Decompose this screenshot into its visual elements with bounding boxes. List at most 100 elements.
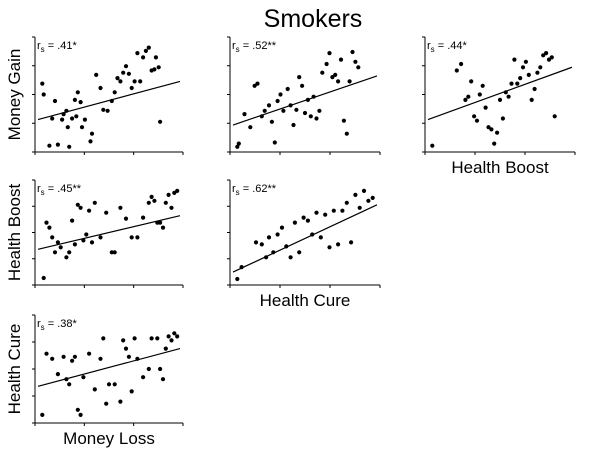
data-point: [61, 354, 66, 359]
data-point: [44, 351, 49, 356]
data-point: [269, 119, 274, 124]
data-point: [235, 276, 240, 282]
regression-line: [37, 80, 181, 121]
data-point: [52, 250, 58, 255]
scatter-panel-p22: rs = .62** Health Cure: [227, 179, 381, 310]
data-point: [41, 92, 46, 97]
data-point: [87, 208, 92, 213]
correlation-symbol: r: [427, 40, 431, 52]
data-point: [105, 108, 110, 113]
figure-title: Smokers: [264, 5, 363, 33]
data-point: [459, 61, 464, 67]
data-point: [350, 49, 355, 55]
data-point: [314, 210, 319, 215]
correlation-value: = .62**: [240, 183, 277, 195]
data-point: [518, 76, 523, 81]
data-point: [255, 81, 260, 86]
data-point: [336, 242, 341, 247]
data-point: [361, 188, 367, 193]
data-point: [477, 92, 482, 97]
data-point: [55, 142, 61, 147]
data-point: [50, 356, 55, 361]
correlation-label: rs = .41*: [37, 40, 77, 54]
correlation-symbol: r: [232, 40, 236, 52]
data-point: [430, 143, 435, 148]
data-point: [472, 114, 477, 119]
regression-line: [232, 75, 378, 126]
data-point: [285, 86, 290, 92]
data-point: [336, 79, 341, 84]
regression-line: [37, 348, 181, 387]
data-point: [106, 382, 112, 387]
data-point: [72, 242, 77, 247]
data-point: [82, 117, 87, 122]
data-point: [236, 141, 241, 146]
data-point: [98, 356, 103, 361]
data-point: [297, 250, 302, 255]
data-point: [149, 194, 154, 199]
data-point: [101, 107, 106, 112]
data-point: [317, 108, 322, 113]
data-point: [235, 144, 240, 149]
data-point: [301, 215, 306, 220]
data-point: [149, 336, 154, 341]
data-point: [266, 103, 272, 108]
data-point: [92, 200, 97, 205]
data-point: [112, 250, 117, 255]
data-point: [259, 242, 264, 247]
data-point: [160, 377, 166, 382]
data-point: [492, 141, 497, 146]
data-point: [469, 79, 474, 84]
correlation-value: = .52**: [240, 40, 277, 52]
scatter-panel-p12: rs = .52**: [227, 36, 381, 155]
data-point: [44, 220, 49, 225]
correlation-label: rs = .44*: [427, 40, 467, 54]
regression-line: [37, 215, 181, 250]
data-point: [146, 45, 151, 50]
correlation-subscript: s: [41, 45, 45, 54]
data-point: [123, 346, 129, 351]
data-point: [132, 336, 137, 341]
x-axis-label: Health Cure: [260, 291, 351, 310]
correlation-value: = .45**: [45, 183, 82, 195]
correlation-subscript: s: [236, 45, 240, 54]
data-point: [158, 220, 163, 225]
data-point: [70, 116, 75, 121]
data-point: [331, 208, 336, 213]
data-point: [166, 192, 171, 197]
data-point: [272, 140, 277, 145]
data-point: [141, 375, 146, 380]
data-point: [288, 255, 293, 260]
data-point: [356, 65, 361, 70]
correlation-symbol: r: [232, 183, 236, 195]
regression-line: [427, 66, 573, 121]
data-point: [292, 220, 297, 225]
data-point: [500, 116, 505, 121]
correlation-label: rs = .52**: [232, 40, 277, 54]
data-point: [506, 94, 511, 99]
data-point: [52, 98, 58, 104]
data-point: [87, 351, 92, 356]
data-point: [324, 61, 329, 67]
data-point: [126, 354, 131, 359]
correlation-subscript: s: [41, 188, 45, 197]
data-point: [349, 240, 354, 245]
data-point: [512, 57, 517, 62]
data-point: [88, 139, 93, 144]
data-point: [160, 225, 166, 230]
data-point: [541, 53, 546, 58]
data-point: [118, 79, 123, 84]
data-point: [47, 143, 52, 148]
data-point: [242, 112, 247, 117]
data-point: [152, 198, 157, 203]
data-point: [523, 59, 529, 64]
data-point: [515, 81, 520, 86]
data-point: [344, 131, 349, 136]
data-point: [126, 71, 131, 76]
data-point: [98, 235, 103, 240]
data-point: [55, 372, 61, 377]
scatter-panel-p21: rs = .45** Health Boost: [5, 179, 184, 288]
correlation-value: = .41*: [45, 40, 78, 52]
scatter-panel-p13: rs = .44* Health Boost: [422, 36, 576, 177]
regression-line: [232, 204, 378, 273]
